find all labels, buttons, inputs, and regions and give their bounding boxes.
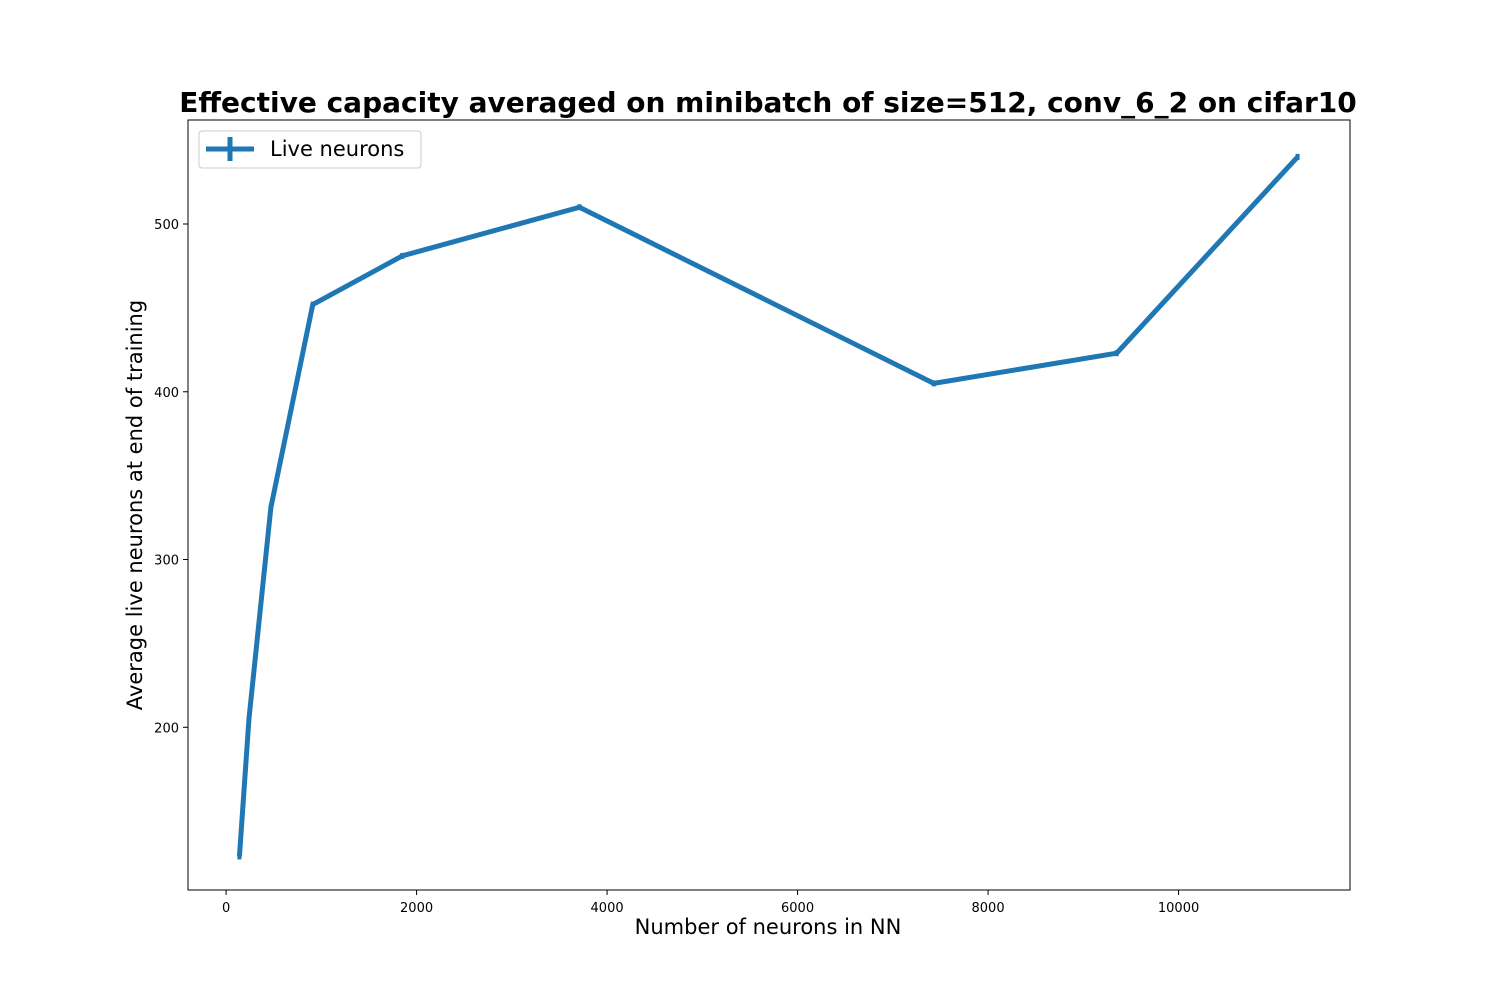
- y-axis: 200 300 400 500: [154, 218, 188, 736]
- legend-box: [198, 130, 422, 169]
- x-tick-label: 2000: [400, 901, 433, 916]
- x-tick-label: 8000: [972, 901, 1005, 916]
- y-tick-label: 500: [154, 218, 179, 233]
- y-tick-label: 200: [154, 721, 179, 736]
- x-tick-label: 10000: [1158, 901, 1199, 916]
- x-axis: 0 2000 4000 6000 8000 10000: [222, 890, 1199, 916]
- x-tick-label: 4000: [591, 901, 624, 916]
- series-line-live-neurons: [236, 155, 1300, 857]
- legend-entry-live-neurons: Live neurons: [270, 137, 404, 161]
- legend: Live neurons: [198, 130, 422, 169]
- x-tick-label: 0: [222, 901, 230, 916]
- y-tick-label: 400: [154, 386, 179, 401]
- plot-area: [187, 119, 1351, 891]
- x-tick-label: 6000: [781, 901, 814, 916]
- y-tick-label: 300: [154, 554, 179, 569]
- x-axis-label: Number of neurons in NN: [635, 915, 902, 939]
- chart-title: Effective capacity averaged on minibatch…: [179, 86, 1357, 119]
- series-layer: [236, 153, 1300, 860]
- y-axis-label: Average live neurons at end of training: [123, 300, 147, 710]
